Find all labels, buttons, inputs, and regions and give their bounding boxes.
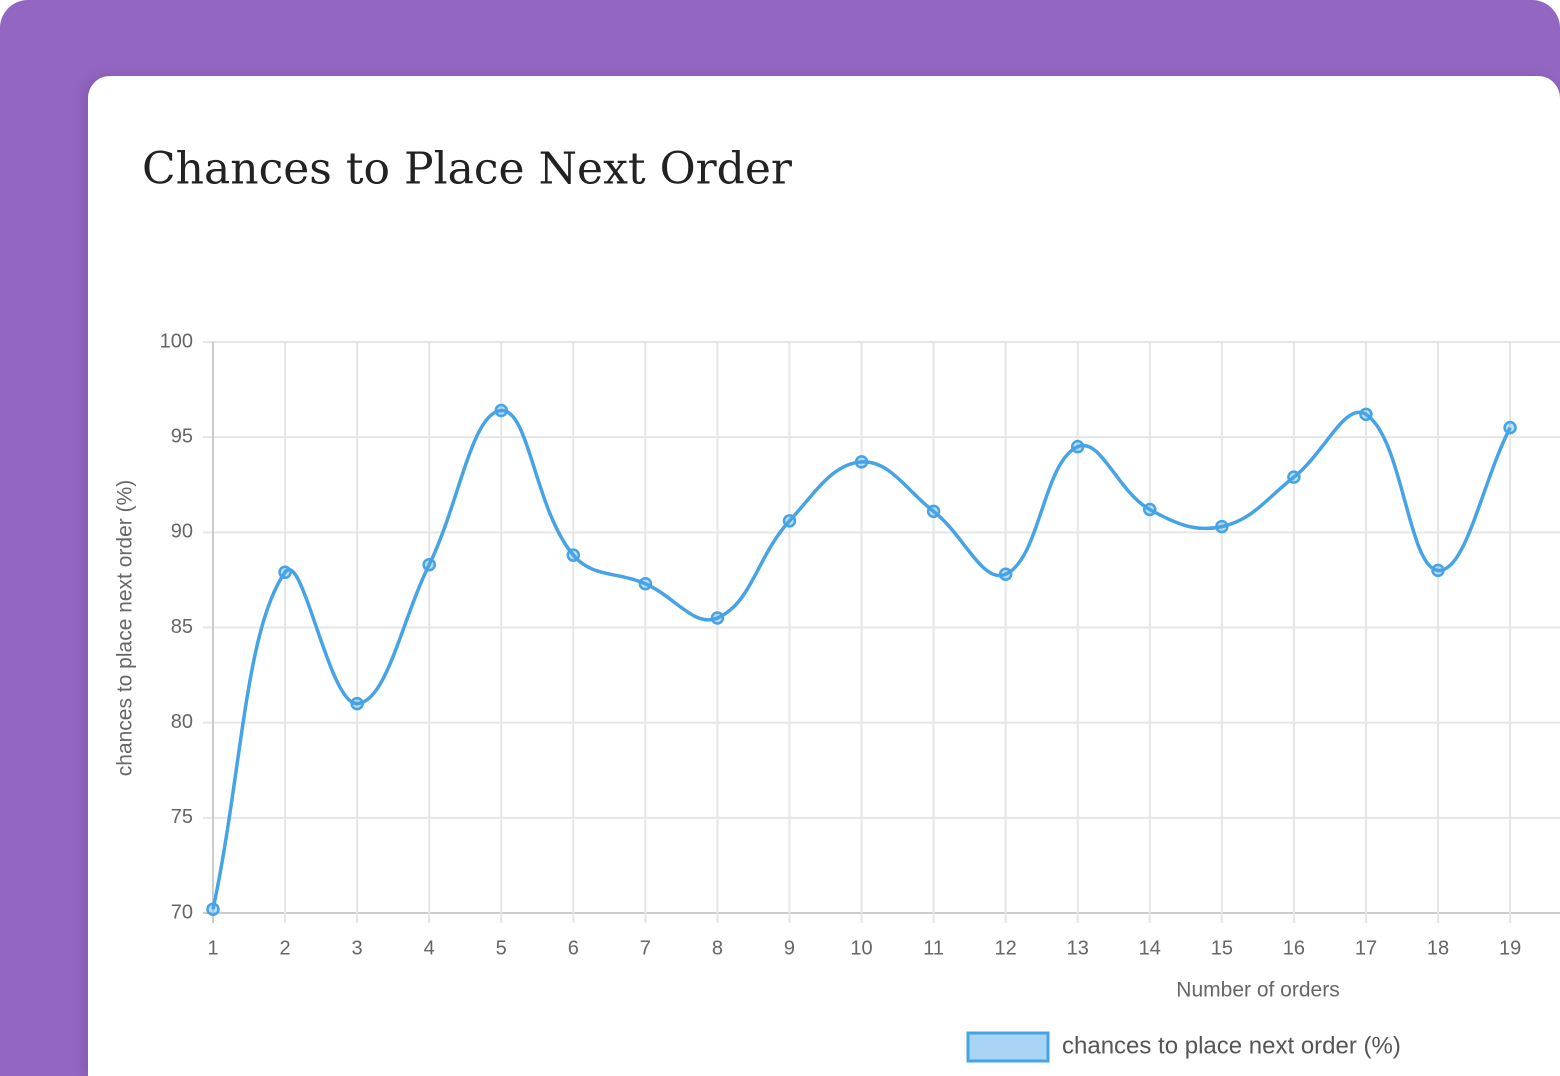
point xyxy=(350,696,364,711)
x-tick-label: 17 xyxy=(1355,937,1377,959)
y-axis-label: chances to place next order (%) xyxy=(114,480,137,776)
point xyxy=(1070,439,1085,454)
x-tick-label: 8 xyxy=(712,937,723,959)
y-tick-label: 90 xyxy=(171,521,193,543)
point xyxy=(1431,563,1445,578)
point xyxy=(422,557,436,572)
point xyxy=(710,611,725,625)
point xyxy=(926,504,941,519)
point xyxy=(782,514,797,528)
x-tick-label: 13 xyxy=(1067,937,1089,959)
x-axis-label: Number of orders xyxy=(1176,979,1339,1002)
x-tick-label: 15 xyxy=(1211,937,1233,959)
point xyxy=(1359,407,1373,422)
point xyxy=(1215,519,1229,534)
x-tick-label: 5 xyxy=(496,937,507,959)
point xyxy=(1287,470,1301,484)
point xyxy=(278,565,292,580)
point xyxy=(1503,420,1517,435)
point xyxy=(854,455,869,469)
point xyxy=(206,902,220,916)
x-tick-label: 1 xyxy=(207,937,218,959)
x-tick-label: 16 xyxy=(1283,937,1305,959)
legend-swatch xyxy=(966,1031,1050,1063)
x-tick-label: 7 xyxy=(640,937,651,959)
chart-title: Chances to Place Next Order xyxy=(142,144,793,195)
x-tick-label: 4 xyxy=(424,937,435,959)
x-tick-label: 18 xyxy=(1427,937,1449,959)
x-tick-label: 12 xyxy=(995,937,1017,959)
y-tick-label: 70 xyxy=(171,901,193,923)
x-tick-label: 19 xyxy=(1499,937,1521,959)
y-tick-label: 75 xyxy=(171,806,193,828)
point xyxy=(1143,502,1157,517)
y-tick-label: 80 xyxy=(171,711,193,733)
x-tick-label: 9 xyxy=(784,937,795,959)
card xyxy=(88,76,1560,1076)
point xyxy=(566,548,581,562)
y-tick-label: 85 xyxy=(171,616,193,638)
point xyxy=(494,403,508,418)
y-tick-label: 100 xyxy=(160,330,193,352)
x-tick-label: 14 xyxy=(1139,937,1161,959)
point xyxy=(998,567,1013,581)
x-tick-label: 3 xyxy=(352,937,363,959)
legend-label: chances to place next order (%) xyxy=(1062,1032,1401,1059)
x-tick-label: 6 xyxy=(568,937,579,959)
x-tick-label: 11 xyxy=(923,937,944,959)
point xyxy=(638,576,653,591)
y-tick-label: 95 xyxy=(171,425,193,447)
x-tick-label: 10 xyxy=(850,937,872,959)
line xyxy=(211,408,1512,910)
x-tick-label: 2 xyxy=(279,937,290,959)
